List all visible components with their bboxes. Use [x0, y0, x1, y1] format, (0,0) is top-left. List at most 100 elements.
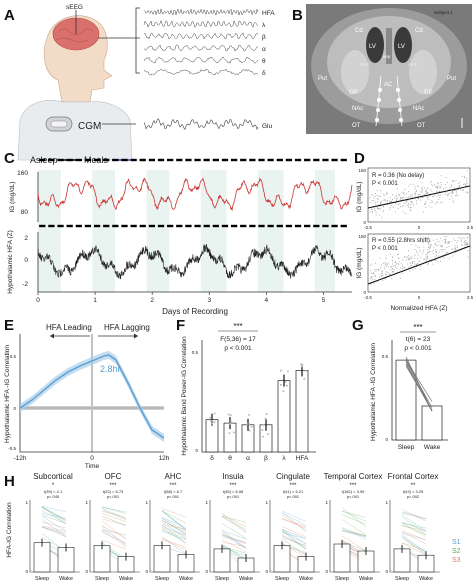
h-ytick-top-5: 1: [325, 500, 328, 505]
h-subject-line: [221, 544, 247, 560]
d-point: [385, 271, 387, 273]
d-point: [435, 245, 437, 247]
h-subject-line: [341, 514, 367, 525]
h-ytick-bottom-5: 0: [325, 569, 328, 574]
d-point: [384, 262, 386, 264]
d-point: [433, 195, 435, 197]
d-point: [429, 248, 431, 250]
d-point: [436, 196, 438, 198]
d-point: [421, 182, 423, 184]
d-point: [440, 194, 442, 196]
f-dot: [210, 422, 213, 425]
asleep-shade-3: [200, 170, 227, 292]
hfa-tick-2: 2: [24, 235, 28, 242]
panel-label-f: F: [176, 317, 185, 334]
d-point: [382, 206, 384, 208]
d-point: [421, 190, 423, 192]
d-point: [414, 186, 416, 188]
d-point: [467, 242, 469, 244]
f-xtick-5: HFA: [296, 455, 309, 462]
h-subject-line: [221, 514, 247, 527]
d-point: [439, 243, 441, 245]
d-point: [403, 202, 405, 204]
d-point: [438, 195, 440, 197]
d-point: [441, 240, 443, 242]
d-point: [421, 188, 423, 190]
d-point: [407, 259, 409, 261]
d-point: [440, 182, 442, 184]
d-point: [453, 238, 455, 240]
d-point: [452, 248, 454, 250]
d-point: [421, 253, 423, 255]
g-p: p < 0.001: [404, 345, 432, 352]
e-leading-arrow-icon: [50, 333, 54, 339]
d-point: [374, 268, 376, 270]
band-trace-0: [143, 8, 259, 17]
e-xlabel: Time: [85, 463, 100, 470]
d-point: [396, 196, 397, 198]
d-point: [376, 190, 378, 192]
d-point: [456, 190, 457, 192]
d-point: [436, 201, 438, 203]
d-point: [453, 187, 455, 189]
h-subject-line: [101, 513, 127, 522]
d-top-xtick-0: 0: [418, 225, 421, 230]
d-point: [452, 190, 454, 192]
d-point: [463, 237, 465, 239]
h-subject-line: [401, 532, 427, 541]
d-point: [436, 186, 438, 188]
d-point: [445, 183, 447, 185]
d-point: [446, 246, 448, 248]
d-point: [385, 264, 386, 266]
e-xtick-12: 12h: [159, 455, 170, 462]
h-ytick-bottom-0: 0: [25, 569, 28, 574]
h-subject-line: [41, 513, 67, 519]
h-legend-s2: S2: [452, 548, 461, 555]
d-point: [466, 179, 468, 181]
d-point: [376, 195, 378, 196]
d-point: [435, 259, 437, 261]
d-point: [397, 254, 399, 256]
d-point: [451, 240, 453, 242]
f-dot: [266, 432, 269, 435]
g-sig: ***: [413, 323, 422, 332]
band-trace-3: [143, 44, 259, 52]
d-point: [443, 239, 445, 241]
h-subject-line: [221, 515, 247, 533]
h-title-0: Subcortical: [33, 472, 73, 481]
d-point: [386, 192, 388, 194]
d-point: [446, 236, 448, 238]
d-point: [393, 265, 395, 267]
d-bottom-frame: [367, 233, 471, 293]
panel-g: G *** t(6) = 23 p < 0.001 0.5 0 Hypothal…: [352, 317, 448, 451]
f-dot: [248, 413, 251, 416]
d-point: [444, 236, 446, 238]
d-point: [445, 192, 447, 194]
d-point: [447, 193, 449, 195]
d-point: [377, 268, 379, 270]
d-point: [377, 208, 379, 210]
d-point: [398, 263, 399, 265]
c-xtick-5: 5: [322, 297, 326, 304]
d-point: [376, 201, 378, 203]
d-point: [429, 244, 431, 246]
d-point: [427, 187, 429, 189]
d-point: [465, 184, 466, 186]
g-ytick-0: 0: [385, 437, 388, 442]
ig-tick-80: 80: [21, 209, 29, 216]
region-gp-right: GP: [424, 90, 433, 96]
h-xtick-4-0: Sleep: [275, 576, 289, 582]
d-point: [369, 197, 371, 199]
h-xtick-2-1: Wake: [179, 576, 193, 582]
d-point: [458, 186, 460, 188]
d-point: [409, 207, 411, 209]
d-point: [436, 191, 438, 192]
d-point: [436, 241, 438, 243]
h-ytick-top-4: 1: [265, 500, 268, 505]
d-point: [399, 193, 401, 195]
d-point: [415, 190, 417, 191]
d-point: [433, 259, 435, 261]
d-point: [419, 250, 421, 252]
d-point: [416, 203, 418, 205]
c-xtick-1: 1: [93, 297, 97, 304]
